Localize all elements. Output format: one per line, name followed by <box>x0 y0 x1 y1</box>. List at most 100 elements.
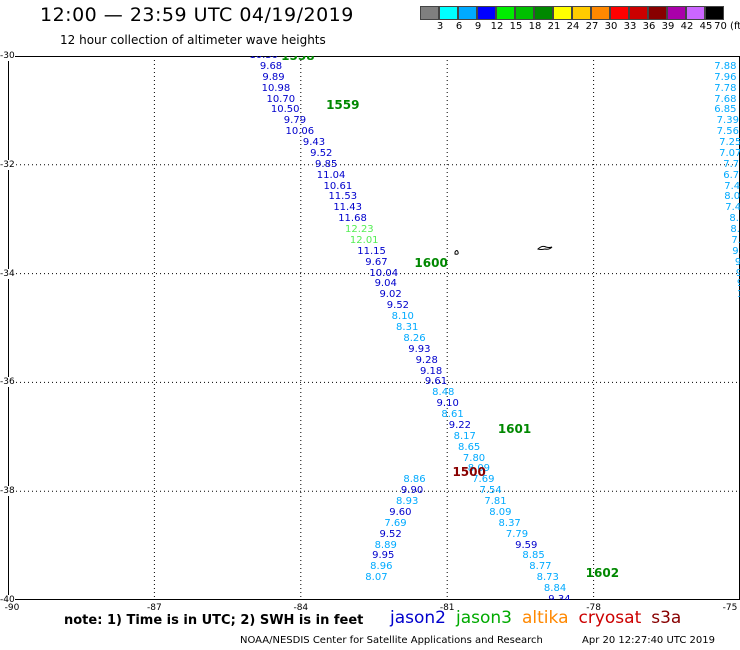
scale-label: 33 <box>623 21 637 32</box>
swh-value: 9.89 <box>262 71 285 83</box>
swh-value: 8.96 <box>370 561 393 573</box>
generated-timestamp: Apr 20 12:27:40 UTC 2019 <box>582 635 715 646</box>
swh-value: 7.69 <box>472 474 495 486</box>
scale-label: 30 <box>604 21 618 32</box>
swh-value: 8.86 <box>403 474 426 486</box>
swh-value: 11.53 <box>328 191 358 203</box>
swh-value: 7.79 <box>505 528 529 540</box>
swh-value: 10.30 <box>249 56 278 61</box>
scale-swatch <box>458 6 477 20</box>
x-tick-label: -87 <box>147 603 162 613</box>
swh-value: 9.68 <box>259 60 283 72</box>
scale-label: 21 <box>547 21 561 32</box>
swh-value: 7.54 <box>479 485 502 497</box>
x-tick-label: -75 <box>722 603 738 613</box>
y-tick-label: -40 <box>0 595 15 605</box>
swh-value: 7.56 <box>716 126 739 138</box>
scale-swatch <box>686 6 705 20</box>
scale-label: 3 <box>436 21 444 32</box>
swh-value: 9.04 <box>374 278 397 290</box>
pass-time-label: 1600 <box>414 255 448 270</box>
swh-value: 9.60 <box>389 506 412 518</box>
swh-value: 10.70 <box>266 93 296 105</box>
scale-swatch <box>515 6 534 20</box>
legend-entry-cryosat: cryosat <box>578 608 642 628</box>
scale-label: 15 <box>509 21 523 32</box>
island-outline <box>454 250 459 255</box>
scale-label: 27 <box>585 21 599 32</box>
swh-value: 7.88 <box>714 60 737 72</box>
swh-value: 9.18 <box>419 365 443 377</box>
swh-value: 9.61 <box>424 376 448 388</box>
x-tick-label: -84 <box>293 603 309 613</box>
swh-value: 9 <box>737 279 740 289</box>
swh-value: 8.89 <box>374 539 397 551</box>
swh-value: 9.02 <box>379 289 402 301</box>
scale-label: 45 <box>699 21 713 32</box>
swh-value: 7.78 <box>714 82 737 94</box>
swh-value: 9. <box>732 245 740 257</box>
swh-value: 12.23 <box>345 224 374 236</box>
swh-value: 9.52 <box>310 147 333 159</box>
y-tick-label: -38 <box>0 486 15 497</box>
swh-value: 8.09 <box>467 463 491 475</box>
swh-value: 11.15 <box>357 245 386 257</box>
page-title: 12:00 — 23:59 UTC 04/19/2019 <box>40 4 354 26</box>
swh-value: 8.07 <box>365 572 388 584</box>
swh-value: 9.95 <box>372 550 395 562</box>
pass-time-label: 1558 <box>281 56 315 63</box>
swh-value: 8. <box>729 213 739 225</box>
swh-value: 7.4 <box>724 180 740 192</box>
swh-value: 8. <box>730 224 740 236</box>
swh-value: 8.26 <box>403 332 426 344</box>
swh-value: 6.85 <box>714 104 737 116</box>
pass-time-label: 1602 <box>585 565 620 580</box>
swh-value: 9 <box>734 256 740 268</box>
swh-value: 9.59 <box>515 539 538 551</box>
x-tick-label: -78 <box>586 603 601 613</box>
legend-entry-jason3: jason3 <box>456 608 512 628</box>
swh-value: 7.7 <box>723 158 740 170</box>
swh-value: 10.04 <box>369 267 399 279</box>
swh-value: 9 <box>735 267 740 279</box>
swh-value: 8.61 <box>441 409 464 421</box>
swh-value: 7.07 <box>719 147 740 159</box>
y-tick-label: -36 <box>0 377 15 388</box>
swh-value: 10.50 <box>270 104 300 116</box>
legend-entry-jason2: jason2 <box>390 608 446 628</box>
swh-value: 8.93 <box>396 496 419 508</box>
swh-value: 7. <box>731 234 740 246</box>
swh-value: 8.85 <box>522 550 545 562</box>
swh-value: 11.68 <box>338 213 367 225</box>
swh-value: 9.22 <box>448 419 472 431</box>
y-tick-label: -32 <box>0 159 15 170</box>
scale-swatch <box>534 6 553 20</box>
swh-value: 9.43 <box>302 137 326 149</box>
swh-value: 8.10 <box>391 311 414 323</box>
scale-swatch <box>553 6 572 20</box>
swh-value: 7.96 <box>714 71 737 83</box>
swh-value: 8.17 <box>453 430 476 442</box>
scale-swatch <box>610 6 629 20</box>
scale-swatch <box>648 6 667 20</box>
scale-swatch <box>572 6 591 20</box>
scale-swatch <box>420 6 439 20</box>
swh-value: 8.65 <box>458 441 481 453</box>
swh-value: 9.10 <box>436 398 459 410</box>
swh-value: 8.31 <box>396 322 419 333</box>
swh-value: 8.09 <box>489 506 512 518</box>
scale-swatch <box>496 6 515 20</box>
scale-swatch <box>705 6 724 20</box>
scale-swatch <box>477 6 496 20</box>
swh-value: 7.39 <box>716 115 739 127</box>
observation-layer: 10.309.689.8910.9810.7010.509.7910.069.4… <box>8 56 740 600</box>
swh-value: 9.52 <box>379 528 402 540</box>
satellite-legend: jason2 jason3 altika cryosat s3a <box>390 608 691 628</box>
y-tick-label: -30 <box>0 51 15 61</box>
x-tick-label: -90 <box>4 603 20 613</box>
swh-value: 9.34 <box>548 594 571 601</box>
scale-label: 24 <box>566 21 580 32</box>
pass-time-label: 1500 <box>452 465 486 480</box>
map-canvas: 10.309.689.8910.9810.7010.509.7910.069.4… <box>8 56 740 600</box>
swh-value: 11.43 <box>333 202 362 214</box>
